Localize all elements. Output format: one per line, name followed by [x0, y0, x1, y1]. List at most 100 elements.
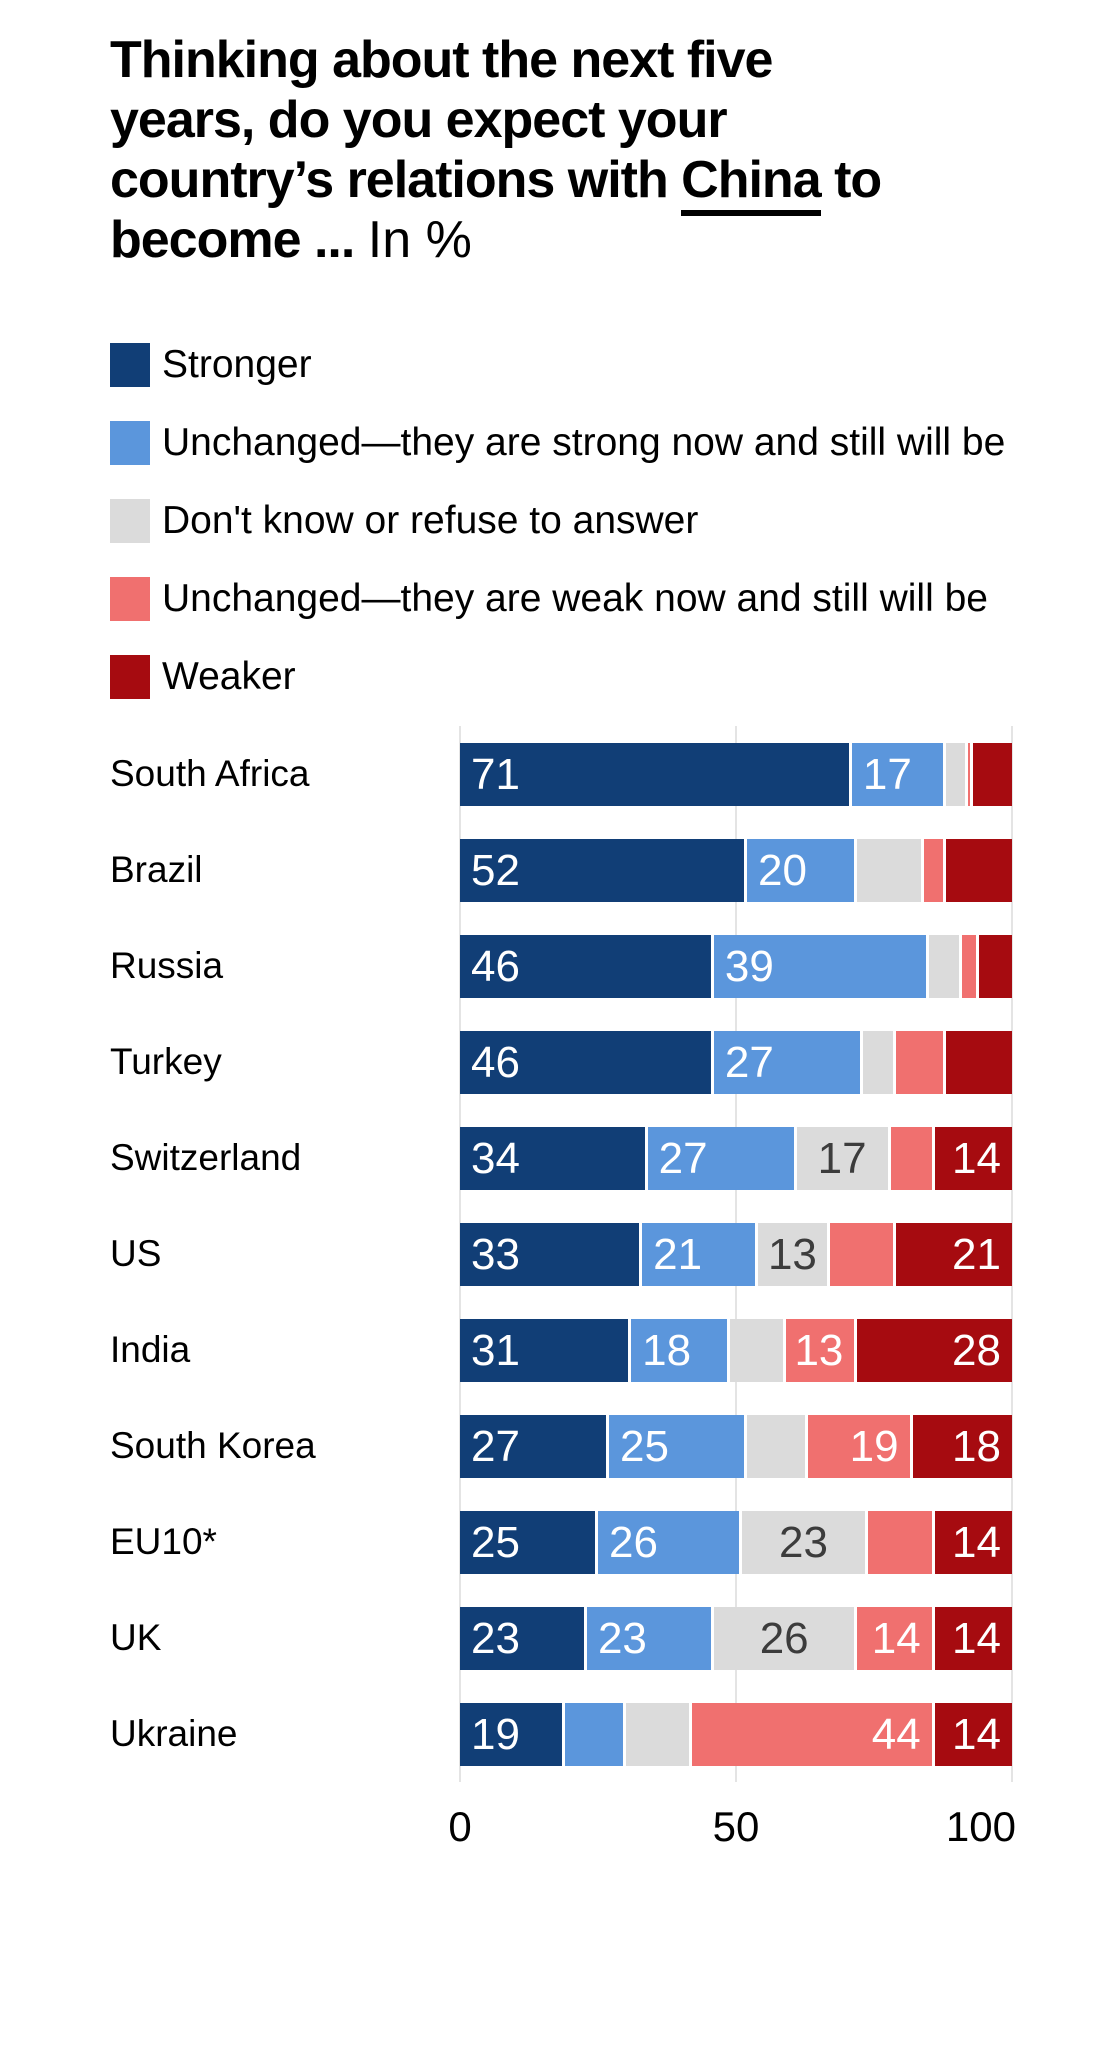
- bar-segment: [747, 1414, 808, 1478]
- bar-segment: [868, 1510, 935, 1574]
- bar-value-label: 21: [952, 1229, 1001, 1279]
- legend-item: Unchanged—they are weak now and still wi…: [110, 570, 1116, 628]
- bar-segment: [967, 742, 974, 806]
- legend-item: Weaker: [110, 648, 1116, 706]
- title-keyword: China: [681, 151, 822, 216]
- bar-value-label: 19: [849, 1421, 899, 1471]
- chart-row: Ukraine 19 44 14: [110, 1686, 1116, 1782]
- bar-segment: 25: [460, 1510, 598, 1574]
- bar-segment: [862, 1030, 897, 1094]
- bar-value-label: 27: [471, 1421, 520, 1471]
- grid-line: [1011, 726, 1013, 1782]
- category-label: South Korea: [110, 1424, 316, 1466]
- bar-value-label: 52: [471, 845, 520, 895]
- legend-label: Unchanged—they are weak now and still wi…: [162, 577, 988, 620]
- bar-segment: [923, 838, 946, 902]
- category-label: US: [110, 1232, 162, 1274]
- bar-value-label: 14: [871, 1613, 921, 1663]
- title-text: Thinking about the next five: [110, 31, 773, 89]
- chart-row: EU10* 25 26 23 14: [110, 1494, 1116, 1590]
- bar-value-label: 39: [724, 941, 774, 991]
- legend-label: Don't know or refuse to answer: [162, 499, 699, 542]
- bar-segment: 31: [460, 1318, 632, 1382]
- bar-segment: [945, 1030, 1012, 1094]
- chart-row: UK 23 23 26 14 14: [110, 1590, 1116, 1686]
- bar-segment: [890, 1126, 935, 1190]
- bar-value-label: 33: [471, 1229, 520, 1279]
- bar-track: 46 39: [460, 934, 1012, 998]
- chart-row: India 31 18 13 28: [110, 1302, 1116, 1398]
- bar-segment: 21: [642, 1222, 759, 1286]
- bar-segment: 23: [741, 1510, 869, 1574]
- legend-swatch: [110, 577, 150, 621]
- bar-value-label: 34: [471, 1133, 520, 1183]
- bar-segment: 26: [713, 1606, 858, 1670]
- legend-swatch: [110, 499, 150, 543]
- bar-value-label: 46: [471, 941, 520, 991]
- category-label: Ukraine: [110, 1712, 238, 1754]
- bar-segment: 18: [912, 1414, 1012, 1478]
- legend-swatch: [110, 421, 150, 465]
- bar-value-label: 20: [758, 845, 807, 895]
- legend-swatch: [110, 343, 150, 387]
- category-label: India: [110, 1328, 191, 1370]
- bar-value-label: 14: [952, 1517, 1001, 1567]
- stacked-bar-chart: South Africa 71 17 Brazil 52 20 Russia 46 39 Turk…: [110, 726, 1116, 1782]
- bar-value-label: 21: [653, 1229, 703, 1279]
- bar-track: 19 44 14: [460, 1702, 1012, 1766]
- legend-label: Weaker: [162, 655, 296, 698]
- title-line: years, do you expect your: [110, 90, 1116, 150]
- legend-swatch: [110, 655, 150, 699]
- bar-value-label: 46: [471, 1037, 520, 1087]
- bar-track: 33 21 13 21: [460, 1222, 1012, 1286]
- bar-segment: 14: [934, 1606, 1012, 1670]
- bar-track: 23 23 26 14 14: [460, 1606, 1012, 1670]
- chart-row: Russia 46 39: [110, 918, 1116, 1014]
- bar-track: 71 17: [460, 742, 1012, 806]
- bar-segment: 46: [460, 1030, 714, 1094]
- bar-segment: 28: [857, 1318, 1012, 1382]
- bar-value-label: 31: [471, 1325, 520, 1375]
- bar-segment: [929, 934, 963, 998]
- bar-segment: 44: [691, 1702, 935, 1766]
- bar-segment: 19: [807, 1414, 913, 1478]
- bar-value-label: 27: [658, 1133, 708, 1183]
- bar-value-label: 18: [642, 1325, 692, 1375]
- chart-row: Turkey 46 27: [110, 1014, 1116, 1110]
- bar-segment: 71: [460, 742, 852, 806]
- x-axis-tick-label: 100: [945, 1803, 1016, 1850]
- bar-segment: [973, 742, 1012, 806]
- legend-item: Stronger: [110, 336, 1116, 394]
- bar-segment: [730, 1318, 786, 1382]
- title-text: country’s relations with: [110, 151, 682, 209]
- chart-rows: South Africa 71 17 Brazil 52 20 Russia 46 39 Turk…: [110, 726, 1116, 1782]
- category-label: Russia: [110, 944, 224, 986]
- category-label: Turkey: [110, 1040, 222, 1082]
- bar-segment: 26: [598, 1510, 742, 1574]
- bar-value-label: 44: [871, 1709, 921, 1759]
- bar-value-label: 28: [952, 1325, 1001, 1375]
- bar-track: 25 26 23 14: [460, 1510, 1012, 1574]
- bar-segment: 23: [586, 1606, 714, 1670]
- bar-value-label: 17: [817, 1133, 867, 1183]
- bar-segment: 34: [460, 1126, 648, 1190]
- bar-segment: [978, 934, 1012, 998]
- bar-segment: 20: [747, 838, 858, 902]
- bar-track: 52 20: [460, 838, 1012, 902]
- category-label: South Africa: [110, 752, 310, 794]
- category-label: Brazil: [110, 848, 203, 890]
- bar-segment: 13: [785, 1318, 858, 1382]
- title-line: country’s relations with China to: [110, 150, 1116, 216]
- bar-segment: 52: [460, 838, 748, 902]
- bar-segment: [945, 838, 1012, 902]
- bar-value-label: 23: [779, 1517, 828, 1567]
- chart-row: South Korea 27 25 19 18: [110, 1398, 1116, 1494]
- title-text: become ...: [110, 211, 368, 269]
- category-label: Switzerland: [110, 1136, 302, 1178]
- bar-segment: [829, 1222, 897, 1286]
- bar-value-label: 13: [767, 1229, 817, 1279]
- bar-value-label: 25: [471, 1517, 520, 1567]
- chart-row: US 33 21 13 21: [110, 1206, 1116, 1302]
- bar-track: 27 25 19 18: [460, 1414, 1012, 1478]
- bar-segment: 27: [460, 1414, 610, 1478]
